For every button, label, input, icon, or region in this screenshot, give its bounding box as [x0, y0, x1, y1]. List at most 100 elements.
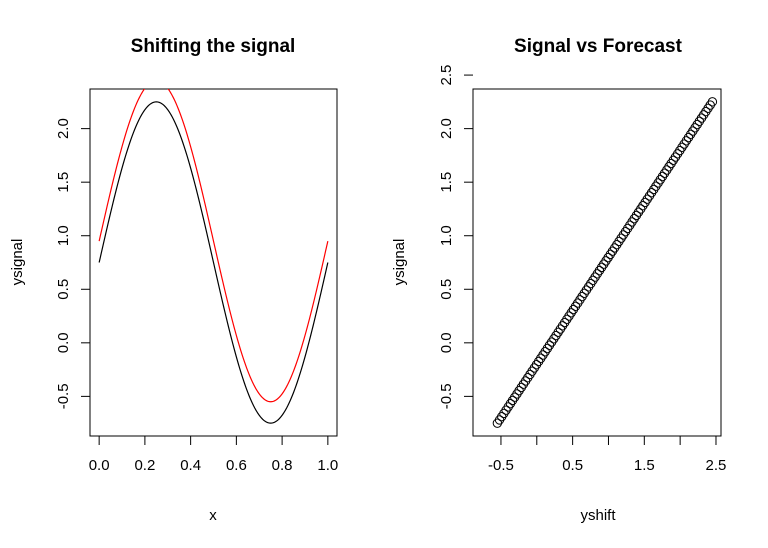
- y-tick-label: 1.5: [438, 172, 455, 193]
- scatter-point: [703, 103, 713, 114]
- scatter-point: [577, 291, 587, 302]
- scatter-point: [531, 360, 542, 370]
- scatter-point: [529, 363, 539, 373]
- y-tick-label: 2.5: [438, 65, 455, 86]
- scatter-point: [683, 132, 694, 143]
- scatter-point: [523, 373, 533, 383]
- x-tick-label: 0.0: [89, 457, 110, 474]
- scatter-point: [592, 269, 602, 279]
- scatter-point: [638, 201, 648, 211]
- scatter-point: [622, 223, 633, 234]
- scatter-point: [568, 304, 579, 315]
- scatter-point: [497, 411, 507, 422]
- scatter-point: [675, 145, 685, 156]
- scatter-point: [562, 314, 572, 324]
- scatter-point: [629, 213, 639, 224]
- x-tick-label: 2.5: [706, 457, 727, 474]
- scatter-point: [505, 398, 516, 409]
- scatter-point: [679, 139, 689, 149]
- scatter-point: [501, 405, 511, 415]
- scatter-point: [557, 321, 568, 331]
- scatter-point: [503, 402, 513, 412]
- scatter-point: [538, 350, 548, 360]
- scatter-point: [646, 188, 657, 198]
- scatter-point: [560, 317, 570, 328]
- y-tick-label: 2.0: [55, 118, 72, 139]
- scatter-point: [536, 353, 546, 363]
- scatter-point: [546, 337, 557, 347]
- scatter-point: [707, 97, 718, 107]
- x-axis-label: x: [209, 507, 217, 524]
- scatter-point: [651, 181, 661, 191]
- scatter-point: [573, 298, 583, 308]
- scatter-point: [690, 123, 700, 133]
- scatter-point: [627, 217, 637, 227]
- scatter-point: [692, 119, 702, 130]
- scatter-point: [612, 239, 622, 250]
- scatter-point: [512, 389, 522, 399]
- plot-box: [472, 88, 722, 437]
- scatter-point: [520, 376, 531, 386]
- y-tick-label: 0.0: [438, 332, 455, 353]
- scatter-point: [542, 343, 553, 354]
- scatter-point: [633, 207, 644, 217]
- chart-title: Shifting the signal: [131, 36, 296, 57]
- x-tick-label: 1.0: [317, 457, 338, 474]
- scatter-point: [588, 275, 598, 286]
- scatter-point: [614, 236, 624, 247]
- scatter-point: [636, 204, 646, 214]
- chart-title: Signal vs Forecast: [514, 36, 683, 57]
- scatter-point: [566, 308, 576, 318]
- x-tick-label: 0.4: [180, 457, 201, 474]
- y-tick-label: 1.0: [55, 225, 72, 246]
- scatter-point: [596, 262, 607, 273]
- scatter-point: [653, 178, 663, 188]
- scatter-point: [516, 382, 526, 393]
- scatter-point: [549, 334, 559, 344]
- panel-shifting-signal: Shifting the signal x ysignal 0.0 0.2 0.4 0…: [9, 36, 338, 524]
- scatter-point: [681, 136, 692, 146]
- y-axis-label: ysignal: [9, 239, 26, 286]
- x-tick-label: 0.2: [134, 457, 155, 474]
- scatter-point: [514, 385, 524, 396]
- scatter-point: [666, 158, 676, 169]
- scatter-point: [579, 288, 589, 299]
- scatter-point: [510, 392, 520, 402]
- scatter-point: [655, 175, 665, 185]
- scatter-point: [590, 272, 600, 282]
- scatter-point: [525, 369, 535, 380]
- scatter-point: [564, 311, 574, 321]
- scatter-point: [544, 340, 555, 350]
- scatter-point: [553, 327, 563, 337]
- scatter-point: [605, 249, 616, 260]
- scatter-point: [625, 220, 635, 230]
- scatter-point: [575, 295, 585, 305]
- scatter-point: [696, 113, 707, 123]
- scatter-point: [620, 226, 631, 237]
- x-axis-label: yshift: [580, 507, 616, 524]
- scatter-point: [527, 366, 537, 376]
- y-tick-label: 0.0: [55, 332, 72, 353]
- scatter-point: [644, 191, 655, 201]
- plot-box: [89, 88, 338, 437]
- scatter-point: [518, 379, 529, 389]
- scatter-point: [609, 243, 620, 253]
- scatter-point: [607, 246, 618, 256]
- series-line-1: [98, 89, 329, 403]
- scatter-point: [649, 184, 659, 195]
- y-tick-label: 1.0: [438, 225, 455, 246]
- scatter-point: [603, 252, 613, 263]
- scatter-point: [694, 116, 705, 127]
- scatter-point: [670, 152, 681, 162]
- scatter-point: [540, 347, 550, 357]
- x-tick-label: 0.6: [226, 457, 247, 474]
- scatter-point: [659, 168, 670, 178]
- x-tick-label: 0.8: [272, 457, 293, 474]
- scatter-point: [507, 395, 518, 406]
- panel-signal-vs-forecast: Signal vs Forecast yshift ysignal -0.5 0.…: [391, 36, 726, 524]
- scatter-point: [583, 282, 594, 292]
- y-axis-label: ysignal: [391, 239, 408, 286]
- y-tick-label: -0.5: [438, 383, 455, 409]
- scatter-point: [581, 285, 592, 295]
